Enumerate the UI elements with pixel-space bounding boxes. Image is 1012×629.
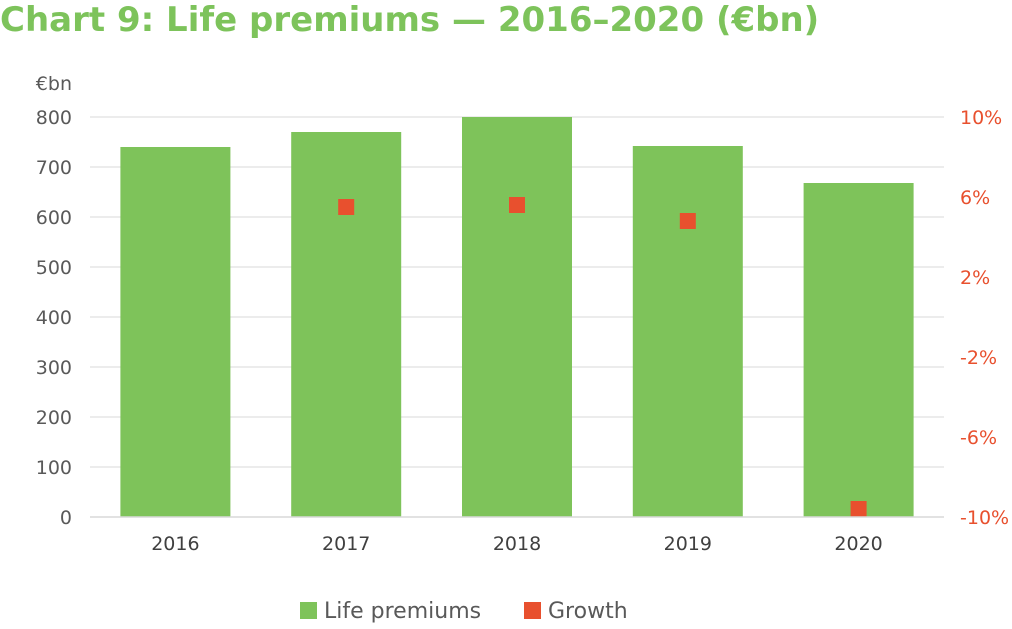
y-right-tick-label: 6% [960,187,990,209]
x-tick-label: 2018 [493,533,541,555]
growth-point [850,501,867,517]
y-left-tick-label: 400 [36,307,72,329]
y-left-tick-label: 100 [36,457,72,479]
y-left-tick-label: 600 [36,207,72,229]
growth-point [509,197,525,213]
y-left-tick-label: 200 [36,407,72,429]
legend-label: Growth [548,599,628,624]
legend: Life premiums Growth [300,599,628,624]
y-right-tick-label: 10% [960,107,1002,129]
x-tick-label: 2020 [834,533,882,555]
y-right-tick-label: -2% [960,347,997,369]
legend-swatch [300,602,317,619]
y-right-tick-label: -6% [960,427,997,449]
growth-point [679,213,696,229]
y-axis-left: 0 100 200 300 400 500 600 700 800 €bn [36,73,72,529]
x-tick-label: 2016 [151,533,199,555]
y-left-tick-label: 300 [36,357,72,379]
bar-life-premiums [120,147,231,517]
bar-life-premiums [291,132,402,517]
bar-life-premiums [632,146,743,517]
y-left-tick-label: 700 [36,157,72,179]
y-left-tick-label: 800 [36,107,72,129]
y-right-tick-label: -10% [960,507,1009,529]
bar-life-premiums [462,117,572,517]
growth-points [338,197,867,517]
x-tick-label: 2019 [664,533,712,555]
bar-life-premiums [803,183,914,517]
chart-title: Chart 9: Life premiums — 2016–2020 (€bn) [0,0,820,40]
growth-point [338,199,355,215]
y-left-tick-label: 500 [36,257,72,279]
y-left-axis-label: €bn [36,73,72,95]
y-left-tick-label: 0 [60,507,72,529]
legend-label: Life premiums [324,599,481,624]
bars [120,117,914,517]
x-axis: 2016 2017 2018 2019 2020 [90,516,944,555]
y-right-tick-label: 2% [960,267,990,289]
legend-swatch [524,602,541,619]
y-axis-right: -10% -6% -2% 2% 6% 10% [960,107,1009,529]
x-tick-label: 2017 [322,533,370,555]
